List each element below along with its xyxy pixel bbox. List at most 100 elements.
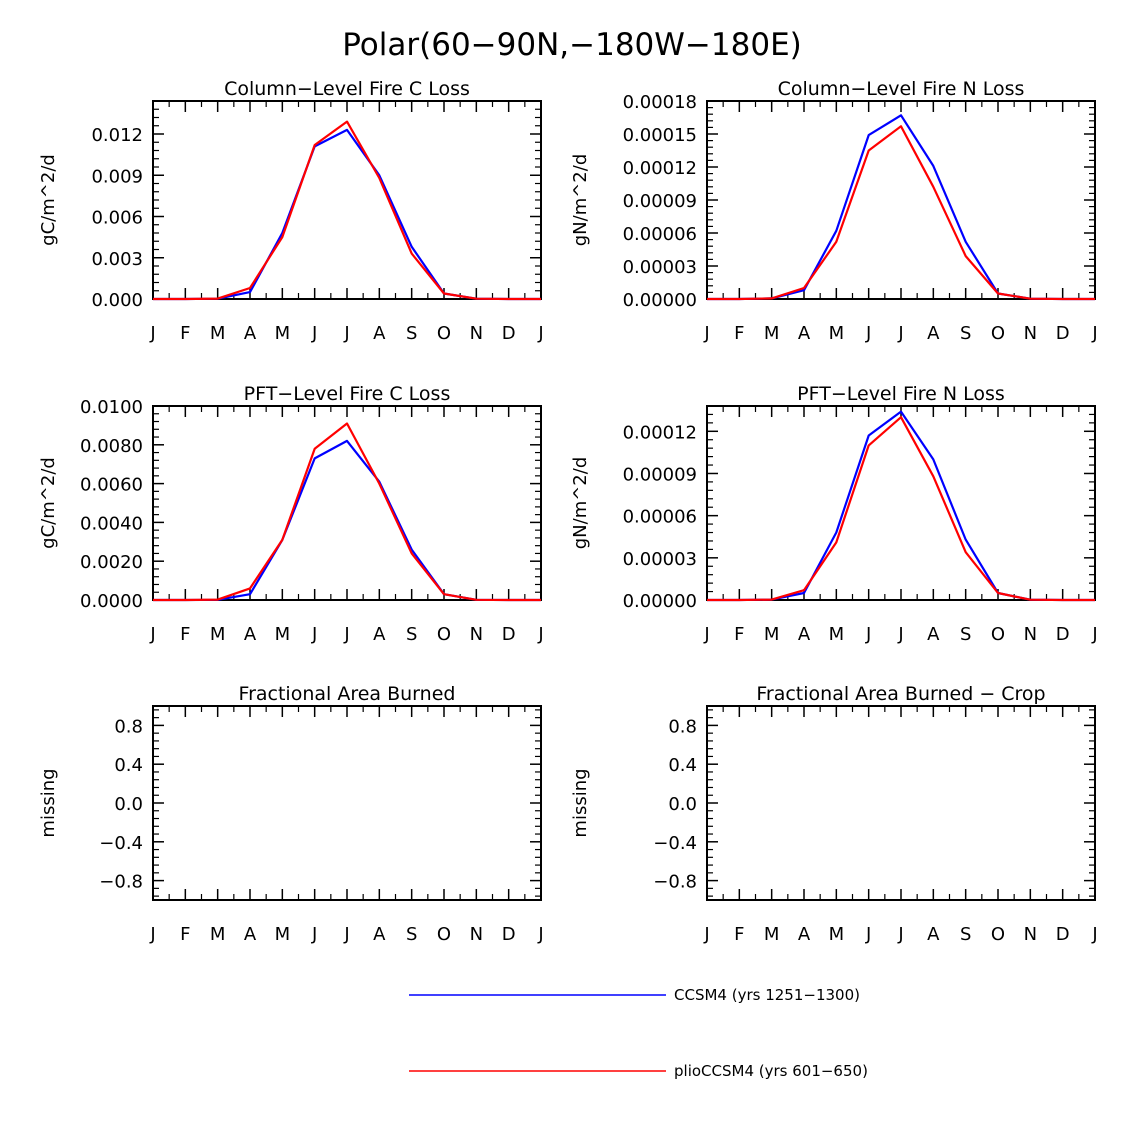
x-tick-label: A (798, 924, 811, 945)
series-line-plioccsm4 (153, 120, 541, 301)
y-tick-label: 0.009 (91, 166, 143, 187)
x-tick-label: S (406, 924, 417, 945)
x-tick-label: J (897, 624, 903, 645)
series-line-ccsm4 (707, 410, 1095, 602)
panel-4: J F M A M J J A S O N D J0.000000.000030.000060.0000… (570, 383, 1098, 645)
x-tick-label: O (437, 323, 451, 344)
y-tick-label: 0.4 (114, 755, 143, 776)
panel-3: J F M A M J J A S O N D J0.00000.00200.00400.00600.0… (38, 383, 544, 645)
x-tick-label: J (311, 924, 317, 945)
x-tick-label: J (865, 323, 871, 344)
x-tick-label: J (897, 924, 903, 945)
x-tick-label: A (373, 924, 386, 945)
x-tick-label: J (897, 323, 903, 344)
x-tick-label: J (537, 624, 543, 645)
y-tick-label: 0.000 (91, 290, 143, 311)
y-tick-label: 0.8 (114, 716, 143, 737)
x-tick-label: O (991, 924, 1005, 945)
x-tick-label: F (734, 924, 744, 945)
y-tick-label: 0.0 (114, 794, 143, 815)
y-tick-label: 0.012 (91, 125, 143, 146)
x-tick-label: D (1056, 323, 1070, 344)
plot-frame (706, 705, 1096, 901)
x-tick-label: S (960, 924, 971, 945)
y-tick-label: 0.00009 (623, 191, 697, 212)
x-tick-label: F (734, 323, 744, 344)
series-line-ccsm4 (153, 128, 541, 301)
legend-label: plioCCSM4 (yrs 601−650) (674, 1062, 868, 1080)
plot-frame (706, 405, 1096, 601)
panel-title: Column−Level Fire N Loss (778, 78, 1025, 100)
y-tick-label: 0.006 (91, 208, 143, 229)
x-tick-label: N (1024, 323, 1037, 344)
x-tick-label: A (927, 924, 940, 945)
y-tick-label: 0.0060 (80, 475, 143, 496)
x-tick-label: F (180, 924, 190, 945)
x-tick-label: M (210, 624, 226, 645)
panel-1: J F M A M J J A S O N D J0.0000.0030.0060.0090.012Co… (38, 78, 544, 344)
x-tick-label: M (764, 624, 780, 645)
x-tick-label: S (406, 323, 417, 344)
x-tick-label: S (960, 624, 971, 645)
y-tick-label: 0.8 (668, 716, 697, 737)
y-tick-label: 0.4 (668, 755, 697, 776)
figure-title: Polar(60−90N,−180W−180E) (342, 27, 802, 63)
y-tick-label: −0.4 (99, 833, 143, 854)
x-tick-label: S (406, 624, 417, 645)
x-tick-label: O (437, 624, 451, 645)
y-tick-label: 0.00006 (623, 507, 697, 528)
x-tick-label: J (865, 924, 871, 945)
x-tick-label: J (1091, 924, 1097, 945)
y-tick-label: −0.4 (653, 833, 697, 854)
legend: CCSM4 (yrs 1251−1300) plioCCSM4 (yrs 601−… (409, 986, 868, 1080)
y-tick-label: 0.00003 (623, 549, 697, 570)
x-tick-label: F (734, 624, 744, 645)
y-tick-label: 0.00009 (623, 464, 697, 485)
y-tick-label: 0.0080 (80, 436, 143, 457)
x-tick-label: J (537, 323, 543, 344)
x-tick-label: M (829, 624, 845, 645)
y-tick-label: 0.00006 (623, 224, 697, 245)
x-tick-label: A (927, 323, 940, 344)
x-tick-label: J (703, 323, 709, 344)
x-tick-label: N (1024, 924, 1037, 945)
x-tick-label: J (149, 924, 155, 945)
x-tick-label: O (991, 624, 1005, 645)
panel-title: PFT−Level Fire C Loss (244, 383, 451, 405)
x-tick-label: J (149, 624, 155, 645)
series-line-ccsm4 (153, 439, 541, 602)
x-tick-label: J (343, 323, 349, 344)
y-tick-label: 0.0020 (80, 552, 143, 573)
y-tick-label: 0.00000 (623, 591, 697, 612)
panel-2: J F M A M J J A S O N D J0.000000.000030.000060.0000… (570, 78, 1098, 344)
x-tick-label: J (343, 624, 349, 645)
x-tick-label: M (829, 323, 845, 344)
legend-label: CCSM4 (yrs 1251−1300) (674, 986, 860, 1004)
panel-title: Fractional Area Burned − Crop (756, 683, 1045, 705)
x-tick-label: A (373, 624, 386, 645)
x-tick-label: D (1056, 624, 1070, 645)
y-axis-label: gN/m^2/d (570, 457, 591, 550)
plot-frame (152, 405, 542, 601)
x-tick-label: N (470, 924, 483, 945)
x-tick-label: D (502, 624, 516, 645)
y-tick-label: 0.003 (91, 249, 143, 270)
y-axis-label: missing (38, 768, 59, 837)
x-tick-label: D (502, 323, 516, 344)
x-tick-label: J (311, 624, 317, 645)
x-tick-label: J (343, 924, 349, 945)
panel-6: J F M A M J J A S O N D J−0.8−0.40.00.40.8Fractional… (570, 683, 1098, 945)
x-tick-label: F (180, 323, 190, 344)
x-tick-label: M (829, 924, 845, 945)
panel-title: PFT−Level Fire N Loss (797, 383, 1005, 405)
x-tick-label: O (991, 323, 1005, 344)
panel-5: J F M A M J J A S O N D J−0.8−0.40.00.40.8Fractional… (38, 683, 544, 945)
series-line-plioccsm4 (707, 125, 1095, 301)
y-tick-label: 0.00015 (623, 125, 697, 146)
x-tick-label: A (927, 624, 940, 645)
x-tick-label: F (180, 624, 190, 645)
x-tick-label: M (275, 323, 291, 344)
y-tick-label: 0.00012 (623, 158, 697, 179)
x-tick-label: J (1091, 323, 1097, 344)
x-tick-label: S (960, 323, 971, 344)
